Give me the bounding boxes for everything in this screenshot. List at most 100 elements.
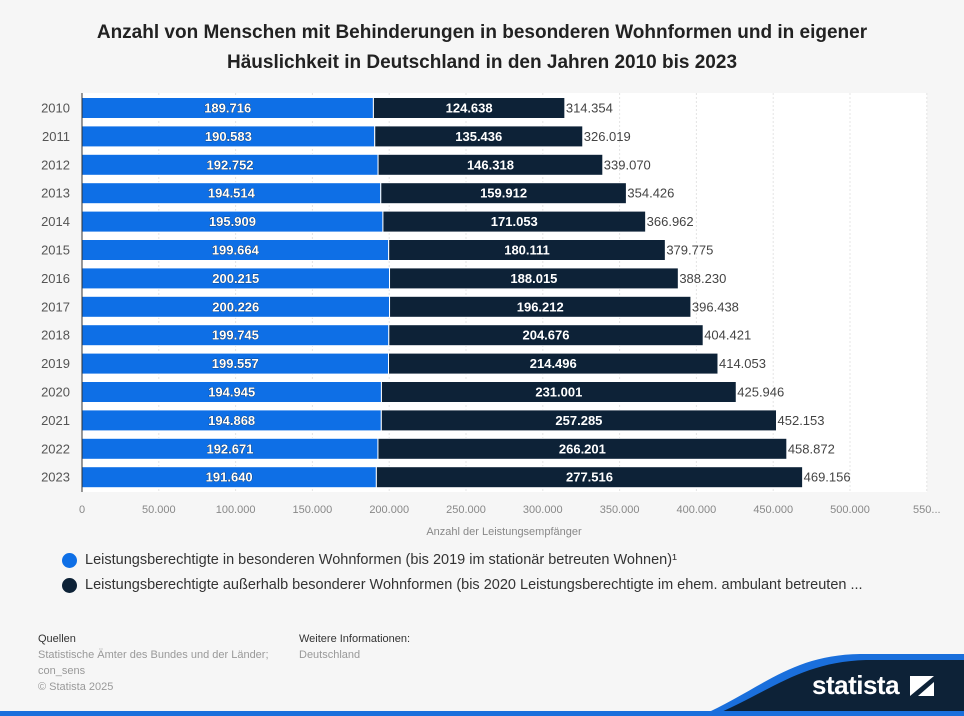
bar-total-label: 425.946 — [737, 385, 784, 400]
bar-segment — [388, 239, 666, 261]
bar-total-label: 314.354 — [566, 101, 613, 116]
bar-value-label: 199.664 — [212, 243, 260, 258]
info-value[interactable]: Deutschland — [299, 649, 361, 661]
legend-swatch-blue — [62, 552, 77, 568]
bar-total-label: 452.153 — [778, 413, 825, 428]
legend-item-1[interactable]: Leistungsberechtigte in besonderen Wohnf… — [62, 552, 677, 568]
y-tick-label: 2023 — [41, 470, 70, 485]
bar-value-label: 204.676 — [522, 328, 569, 343]
bar-value-label: 200.226 — [212, 299, 259, 314]
x-tick-label: 0 — [79, 504, 85, 516]
bar-value-label: 180.111 — [504, 243, 550, 258]
bar-value-label: 159.912 — [480, 186, 527, 201]
x-tick-label: 150.000 — [293, 504, 333, 516]
bar-value-label: 200.215 — [212, 271, 259, 286]
bar-value-label: 199.557 — [212, 356, 259, 371]
y-tick-label: 2021 — [41, 413, 70, 428]
y-tick-label: 2020 — [41, 385, 70, 400]
bar-value-label: 146.318 — [467, 157, 514, 172]
bar-segment — [372, 97, 566, 119]
y-tick-label: 2019 — [41, 356, 70, 371]
bar-segment — [380, 381, 737, 403]
chart-title: Anzahl von Menschen mit Behinderungen in… — [96, 22, 868, 73]
x-tick-label: 400.000 — [677, 504, 717, 516]
bar-value-label: 196.212 — [517, 299, 564, 314]
legend-item-2[interactable]: Leistungsberechtigte außerhalb besondere… — [62, 577, 863, 593]
bar-value-label: 257.285 — [555, 413, 602, 428]
bar-value-label: 266.201 — [559, 441, 606, 456]
copyright: © Statista 2025 — [38, 681, 114, 693]
bar-total-label: 458.872 — [788, 441, 835, 456]
bar-segment — [380, 182, 627, 205]
bar-value-label: 171.053 — [491, 214, 538, 229]
bar-segment — [389, 295, 692, 318]
x-tick-label: 300.000 — [523, 504, 563, 516]
bar-value-label: 192.752 — [207, 157, 254, 172]
bar-total-label: 326.019 — [584, 129, 631, 144]
info-label: Weitere Informationen: — [299, 633, 411, 645]
legend-label: Leistungsberechtigte in besonderen Wohnf… — [85, 552, 677, 568]
y-tick-label: 2017 — [41, 299, 70, 314]
bar-value-label: 194.868 — [208, 413, 255, 428]
sources-block: Quellen Statistische Ämter des Bundes un… — [38, 631, 269, 695]
bar-segment — [389, 267, 679, 290]
y-tick-label: 2011 — [42, 129, 70, 144]
x-tick-label: 350.000 — [600, 504, 640, 516]
x-tick-label: 450.000 — [753, 504, 793, 516]
bar-total-label: 339.070 — [604, 157, 651, 172]
y-tick-label: 2010 — [41, 101, 70, 116]
y-tick-label: 2014 — [41, 214, 70, 229]
bar-value-label: 214.496 — [530, 356, 577, 371]
x-tick-label: 550... — [913, 504, 941, 516]
x-tick-label: 200.000 — [369, 504, 409, 516]
y-tick-label: 2013 — [41, 186, 70, 201]
x-tick-label: 50.000 — [142, 504, 176, 516]
bar-value-label: 124.638 — [446, 101, 493, 116]
bar-total-label: 388.230 — [679, 271, 726, 286]
y-tick-label: 2015 — [41, 243, 70, 258]
bar-value-label: 277.516 — [566, 470, 613, 485]
bar-value-label: 191.640 — [206, 470, 253, 485]
bar-segment — [377, 437, 788, 460]
source-line: Statistische Ämter des Bundes und der Lä… — [38, 649, 269, 661]
bar-total-label: 379.775 — [666, 243, 713, 258]
bar-segment — [375, 466, 804, 489]
bar-total-label: 354.426 — [627, 186, 674, 201]
sources-label: Quellen — [38, 633, 76, 645]
bar-segment — [388, 324, 704, 347]
statista-logo[interactable]: statista — [812, 670, 900, 700]
bar-value-label: 194.945 — [208, 385, 255, 400]
x-tick-label: 250.000 — [446, 504, 486, 516]
bar-total-label: 366.962 — [647, 214, 694, 229]
statista-logo-icon — [910, 676, 934, 696]
bar-value-label: 192.671 — [206, 441, 253, 456]
bar-total-label: 414.053 — [719, 356, 766, 371]
x-axis-label: Anzahl der Leistungsempfänger — [426, 526, 582, 538]
bar-total-label: 469.156 — [804, 470, 851, 485]
y-tick-label: 2012 — [41, 157, 70, 172]
bar-segment — [377, 153, 604, 176]
bar-segment — [380, 409, 778, 432]
y-tick-label: 2016 — [41, 271, 70, 286]
x-tick-label: 500.000 — [830, 504, 870, 516]
source-line: con_sens — [38, 665, 86, 677]
bar-segment — [374, 125, 584, 148]
info-block: Weitere Informationen: Deutschland — [299, 631, 410, 663]
bar-value-label: 190.583 — [205, 129, 252, 144]
bar-segment — [382, 210, 647, 233]
bar-value-label: 188.015 — [510, 271, 557, 286]
bar-value-label: 199.745 — [212, 328, 259, 343]
bar-total-label: 396.438 — [692, 299, 739, 314]
x-tick-label: 100.000 — [216, 504, 256, 516]
bar-value-label: 194.514 — [208, 186, 256, 201]
bar-value-label: 231.001 — [535, 385, 582, 400]
y-tick-label: 2018 — [41, 328, 70, 343]
bar-value-label: 189.716 — [204, 101, 251, 116]
legend-label: Leistungsberechtigte außerhalb besondere… — [85, 577, 863, 593]
bar-chart: 0 50.000 100.000 150.000 200.000 250.000 300.0… — [41, 93, 941, 538]
y-tick-label: 2022 — [41, 441, 70, 456]
bar-value-label: 195.909 — [209, 214, 256, 229]
bar-segment — [388, 352, 719, 375]
bar-total-label: 404.421 — [704, 328, 751, 343]
